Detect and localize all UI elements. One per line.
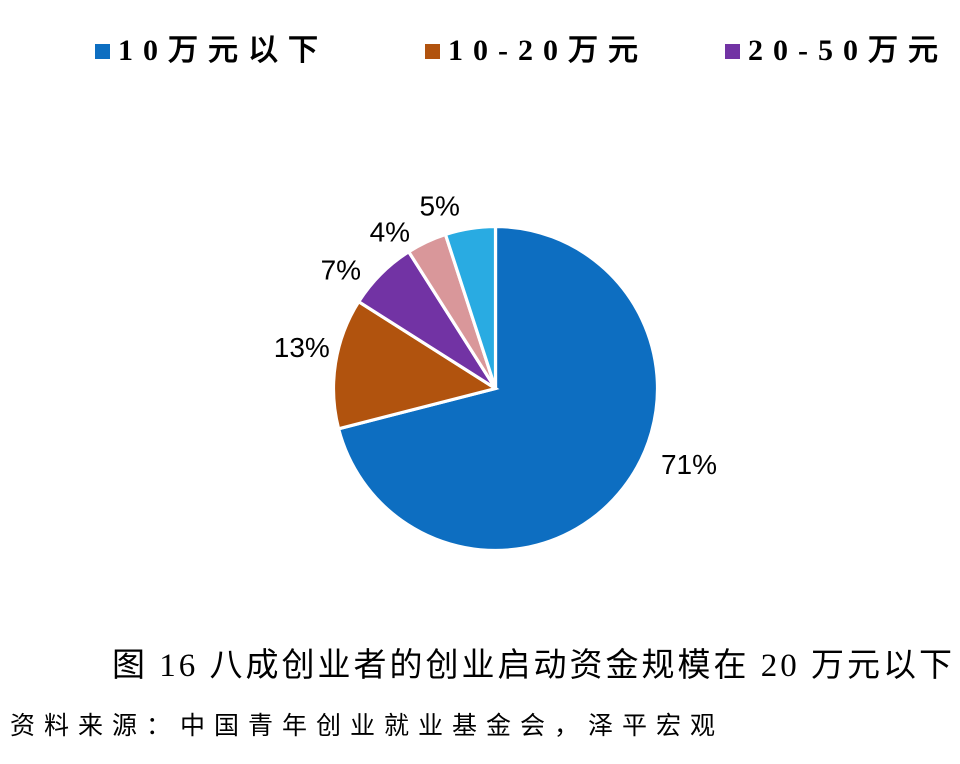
legend-swatch-purple [725, 43, 740, 59]
legend-label: 10-20万元 [448, 34, 648, 67]
pie-slice-13% [331, 299, 500, 431]
legend-item-20-50: 20-50万元 [725, 36, 948, 66]
pie-slice-label: 7% [321, 254, 361, 285]
pie-slice-label: 13% [274, 332, 330, 363]
legend-swatch-blue [95, 43, 110, 59]
legend-label: 10万元以下 [118, 34, 328, 67]
figure-caption: 图 16 八成创业者的创业启动资金规模在 20 万元以下 [112, 648, 955, 684]
pie-slice-label: 4% [370, 216, 410, 247]
legend-item-10-20: 10-20万元 [425, 36, 648, 66]
legend-item-under-10: 10万元以下 [95, 36, 328, 66]
source-note: 资料来源：中国青年创业就业基金会，泽平宏观 [10, 713, 725, 740]
pie-slice-label: 5% [419, 190, 459, 221]
pie-slice-5% [443, 224, 498, 389]
legend-swatch-brown [425, 43, 440, 59]
legend-label: 20-50万元 [748, 34, 948, 67]
pie-chart: 71% 13% 7% 4% 5% [274, 190, 717, 553]
pie-slice-label: 71% [661, 449, 717, 480]
